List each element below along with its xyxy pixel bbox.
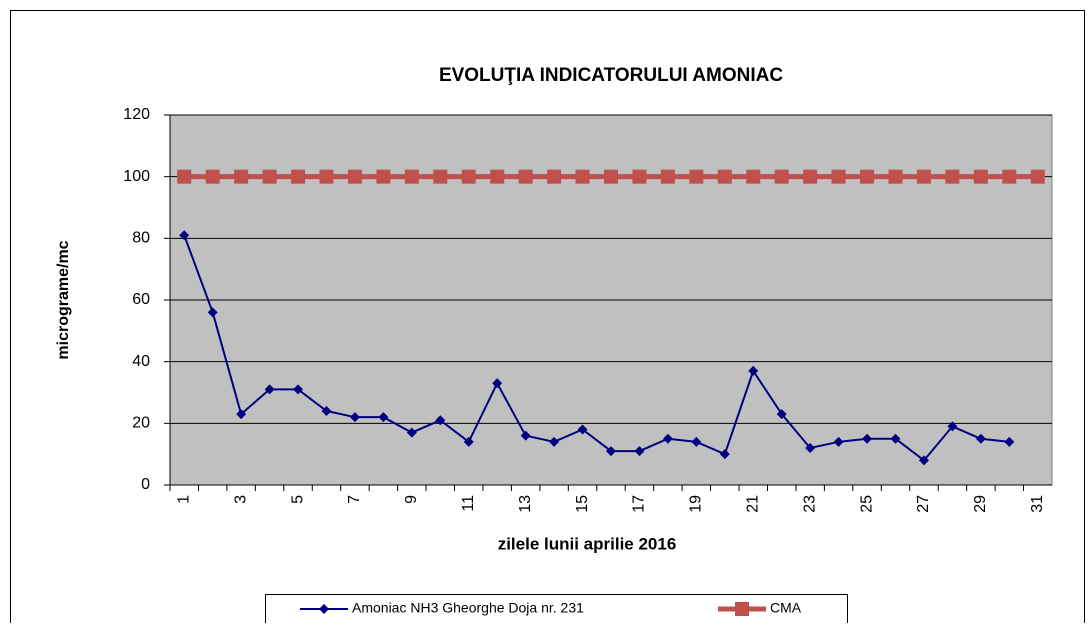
data-point bbox=[662, 433, 673, 444]
data-point bbox=[520, 430, 531, 441]
data-point bbox=[177, 169, 192, 184]
data-point bbox=[435, 415, 446, 426]
y-tick-label: 60 bbox=[132, 291, 150, 308]
x-axis-label: zilele lunii aprilie 2016 bbox=[498, 534, 677, 553]
data-point bbox=[916, 169, 931, 184]
x-tick-label: 13 bbox=[517, 495, 534, 513]
x-tick-label: 19 bbox=[688, 495, 705, 513]
x-tick-label: 29 bbox=[972, 495, 989, 513]
data-point bbox=[691, 436, 702, 447]
x-tick-label: 31 bbox=[1029, 495, 1046, 513]
y-tick-label: 80 bbox=[132, 230, 150, 247]
x-tick-label: 1 bbox=[175, 495, 192, 504]
legend-label: Amoniac NH3 Gheorghe Doja nr. 231 bbox=[352, 600, 584, 616]
data-point bbox=[947, 421, 958, 432]
data-point bbox=[319, 169, 334, 184]
x-tick-label: 9 bbox=[403, 495, 420, 504]
x-tick-label: 15 bbox=[574, 495, 591, 513]
data-point bbox=[719, 449, 730, 460]
data-point bbox=[347, 169, 362, 184]
y-tick-label: 0 bbox=[141, 476, 150, 493]
data-point bbox=[973, 169, 988, 184]
data-point bbox=[803, 169, 818, 184]
x-tick-label: 27 bbox=[915, 495, 932, 513]
data-point bbox=[262, 169, 277, 184]
data-point bbox=[606, 446, 616, 457]
x-tick-label: 17 bbox=[631, 495, 648, 513]
data-point bbox=[1002, 169, 1017, 184]
data-point bbox=[805, 443, 816, 453]
data-point bbox=[862, 433, 873, 444]
y-axis-label: micrograme/mc bbox=[55, 240, 72, 359]
legend-marker bbox=[319, 604, 329, 614]
data-point bbox=[378, 412, 389, 423]
data-point bbox=[577, 424, 588, 435]
data-point bbox=[975, 433, 986, 444]
data-point bbox=[205, 169, 220, 184]
data-point bbox=[236, 409, 247, 420]
data-point bbox=[831, 169, 846, 184]
data-point bbox=[575, 169, 590, 184]
data-point bbox=[945, 169, 960, 184]
data-point bbox=[492, 378, 503, 389]
chart-title: EVOLUŢIA INDICATORULUI AMONIAC bbox=[439, 65, 783, 86]
data-point bbox=[774, 169, 789, 184]
data-point bbox=[376, 169, 391, 184]
data-point bbox=[860, 169, 875, 184]
data-point bbox=[634, 446, 645, 457]
data-point bbox=[264, 384, 275, 395]
data-point bbox=[604, 169, 618, 184]
data-point bbox=[547, 169, 562, 184]
data-point bbox=[293, 384, 304, 395]
data-point bbox=[463, 436, 474, 447]
legend-marker bbox=[735, 602, 749, 616]
data-point bbox=[833, 436, 844, 447]
x-tick-label: 3 bbox=[232, 495, 249, 504]
data-point bbox=[234, 169, 249, 184]
data-point bbox=[207, 307, 218, 318]
data-point bbox=[890, 433, 901, 444]
data-point bbox=[689, 169, 704, 184]
y-tick-label: 100 bbox=[123, 168, 150, 185]
data-point bbox=[746, 169, 761, 184]
data-point bbox=[748, 365, 759, 376]
data-point bbox=[776, 409, 787, 420]
y-tick-label: 40 bbox=[132, 353, 150, 370]
data-point bbox=[321, 406, 332, 416]
y-tick-label: 120 bbox=[123, 106, 150, 123]
data-point bbox=[433, 169, 448, 184]
y-tick-label: 20 bbox=[132, 415, 150, 432]
data-point bbox=[1004, 436, 1015, 447]
legend-label: CMA bbox=[770, 600, 802, 616]
data-point bbox=[518, 169, 533, 184]
data-point bbox=[717, 169, 732, 184]
data-point bbox=[179, 230, 190, 241]
data-point bbox=[632, 169, 647, 184]
data-point bbox=[1030, 169, 1045, 184]
x-tick-label: 25 bbox=[858, 495, 875, 513]
x-tick-label: 11 bbox=[460, 495, 477, 512]
x-tick-label: 5 bbox=[289, 495, 306, 504]
data-point bbox=[888, 169, 903, 184]
data-point bbox=[549, 436, 560, 447]
x-tick-label: 7 bbox=[346, 495, 363, 504]
x-tick-label: 23 bbox=[801, 495, 818, 513]
x-tick-label: 21 bbox=[744, 495, 761, 513]
data-point bbox=[461, 169, 476, 184]
data-point bbox=[404, 169, 419, 184]
data-point bbox=[490, 169, 505, 184]
data-point bbox=[406, 427, 417, 438]
data-point bbox=[349, 412, 360, 423]
data-point bbox=[660, 169, 675, 184]
data-point bbox=[291, 169, 306, 184]
data-point bbox=[918, 455, 929, 466]
